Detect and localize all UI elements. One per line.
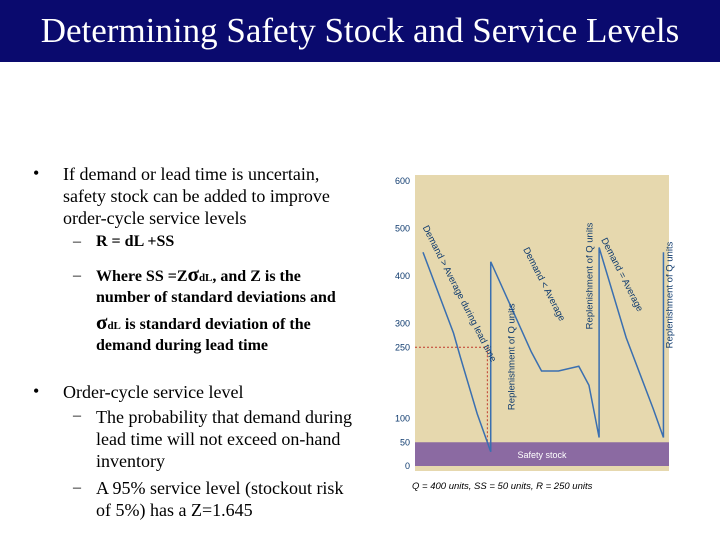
bullet-marker: • [33,381,40,401]
where-line-4: demand during lead time [96,337,269,354]
bullet-marker: • [33,163,40,183]
where-text-b: , and Z is the [212,268,301,285]
risk-line-1: A 95% service level (stockout risk [96,478,344,498]
bullet-1-line-2: safety stock can be added to improve [63,186,330,206]
y-tick-label: 400 [395,271,410,281]
safety-stock-label: Safety stock [517,450,567,460]
y-tick-label: 250 [395,342,410,352]
probability-line-3: inventory [96,451,165,471]
bullet-1-line-1: If demand or lead time is uncertain, [63,164,320,184]
dash-marker: – [73,407,81,424]
y-tick-label: 300 [395,319,410,329]
y-tick-label: 500 [395,224,410,234]
dl-subscript: dL [107,320,121,332]
page-title: Determining Safety Stock and Service Lev… [40,11,680,50]
y-tick-label: 600 [395,176,410,186]
where-text-a: Where SS =Z [96,268,188,285]
sigma-symbol: σ [96,310,108,334]
where-text-c: is standard deviation of the [120,316,311,333]
y-tick-label: 50 [400,437,410,447]
chart-annotation: Replenishment of Q units [506,303,517,410]
title-bar [0,0,720,62]
y-tick-label: 0 [405,461,410,471]
chart-annotation: Replenishment of Q units [584,222,595,329]
dash-marker: – [73,267,81,284]
risk-line-2: of 5%) has a Z=1.645 [96,500,253,520]
reorder-formula: R = dL +SS [96,233,175,250]
chart-annotation: Replenishment of Q units [664,241,675,348]
bullet-1-line-3: order-cycle service levels [63,208,247,228]
probability-line-1: The probability that demand during [96,407,352,427]
safety-stock-band [415,442,669,466]
chart-caption: Q = 400 units, SS = 50 units, R = 250 un… [412,481,593,492]
dash-marker: – [73,479,81,496]
dl-subscript: dL [198,272,213,284]
sigma-symbol: σ [187,262,199,286]
where-line-2: number of standard deviations and [96,289,336,306]
dash-marker: – [73,233,81,250]
y-tick-label: 100 [395,414,410,424]
inventory-level-line [422,247,665,453]
where-line-3: σdL is standard deviation of the [96,310,311,338]
probability-line-2: lead time will not exceed on-hand [96,429,341,449]
plot-background [415,175,669,471]
where-line-1: Where SS =ZσdL, and Z is the [96,262,301,290]
bullet-2-line-1: Order-cycle service level [63,382,244,402]
